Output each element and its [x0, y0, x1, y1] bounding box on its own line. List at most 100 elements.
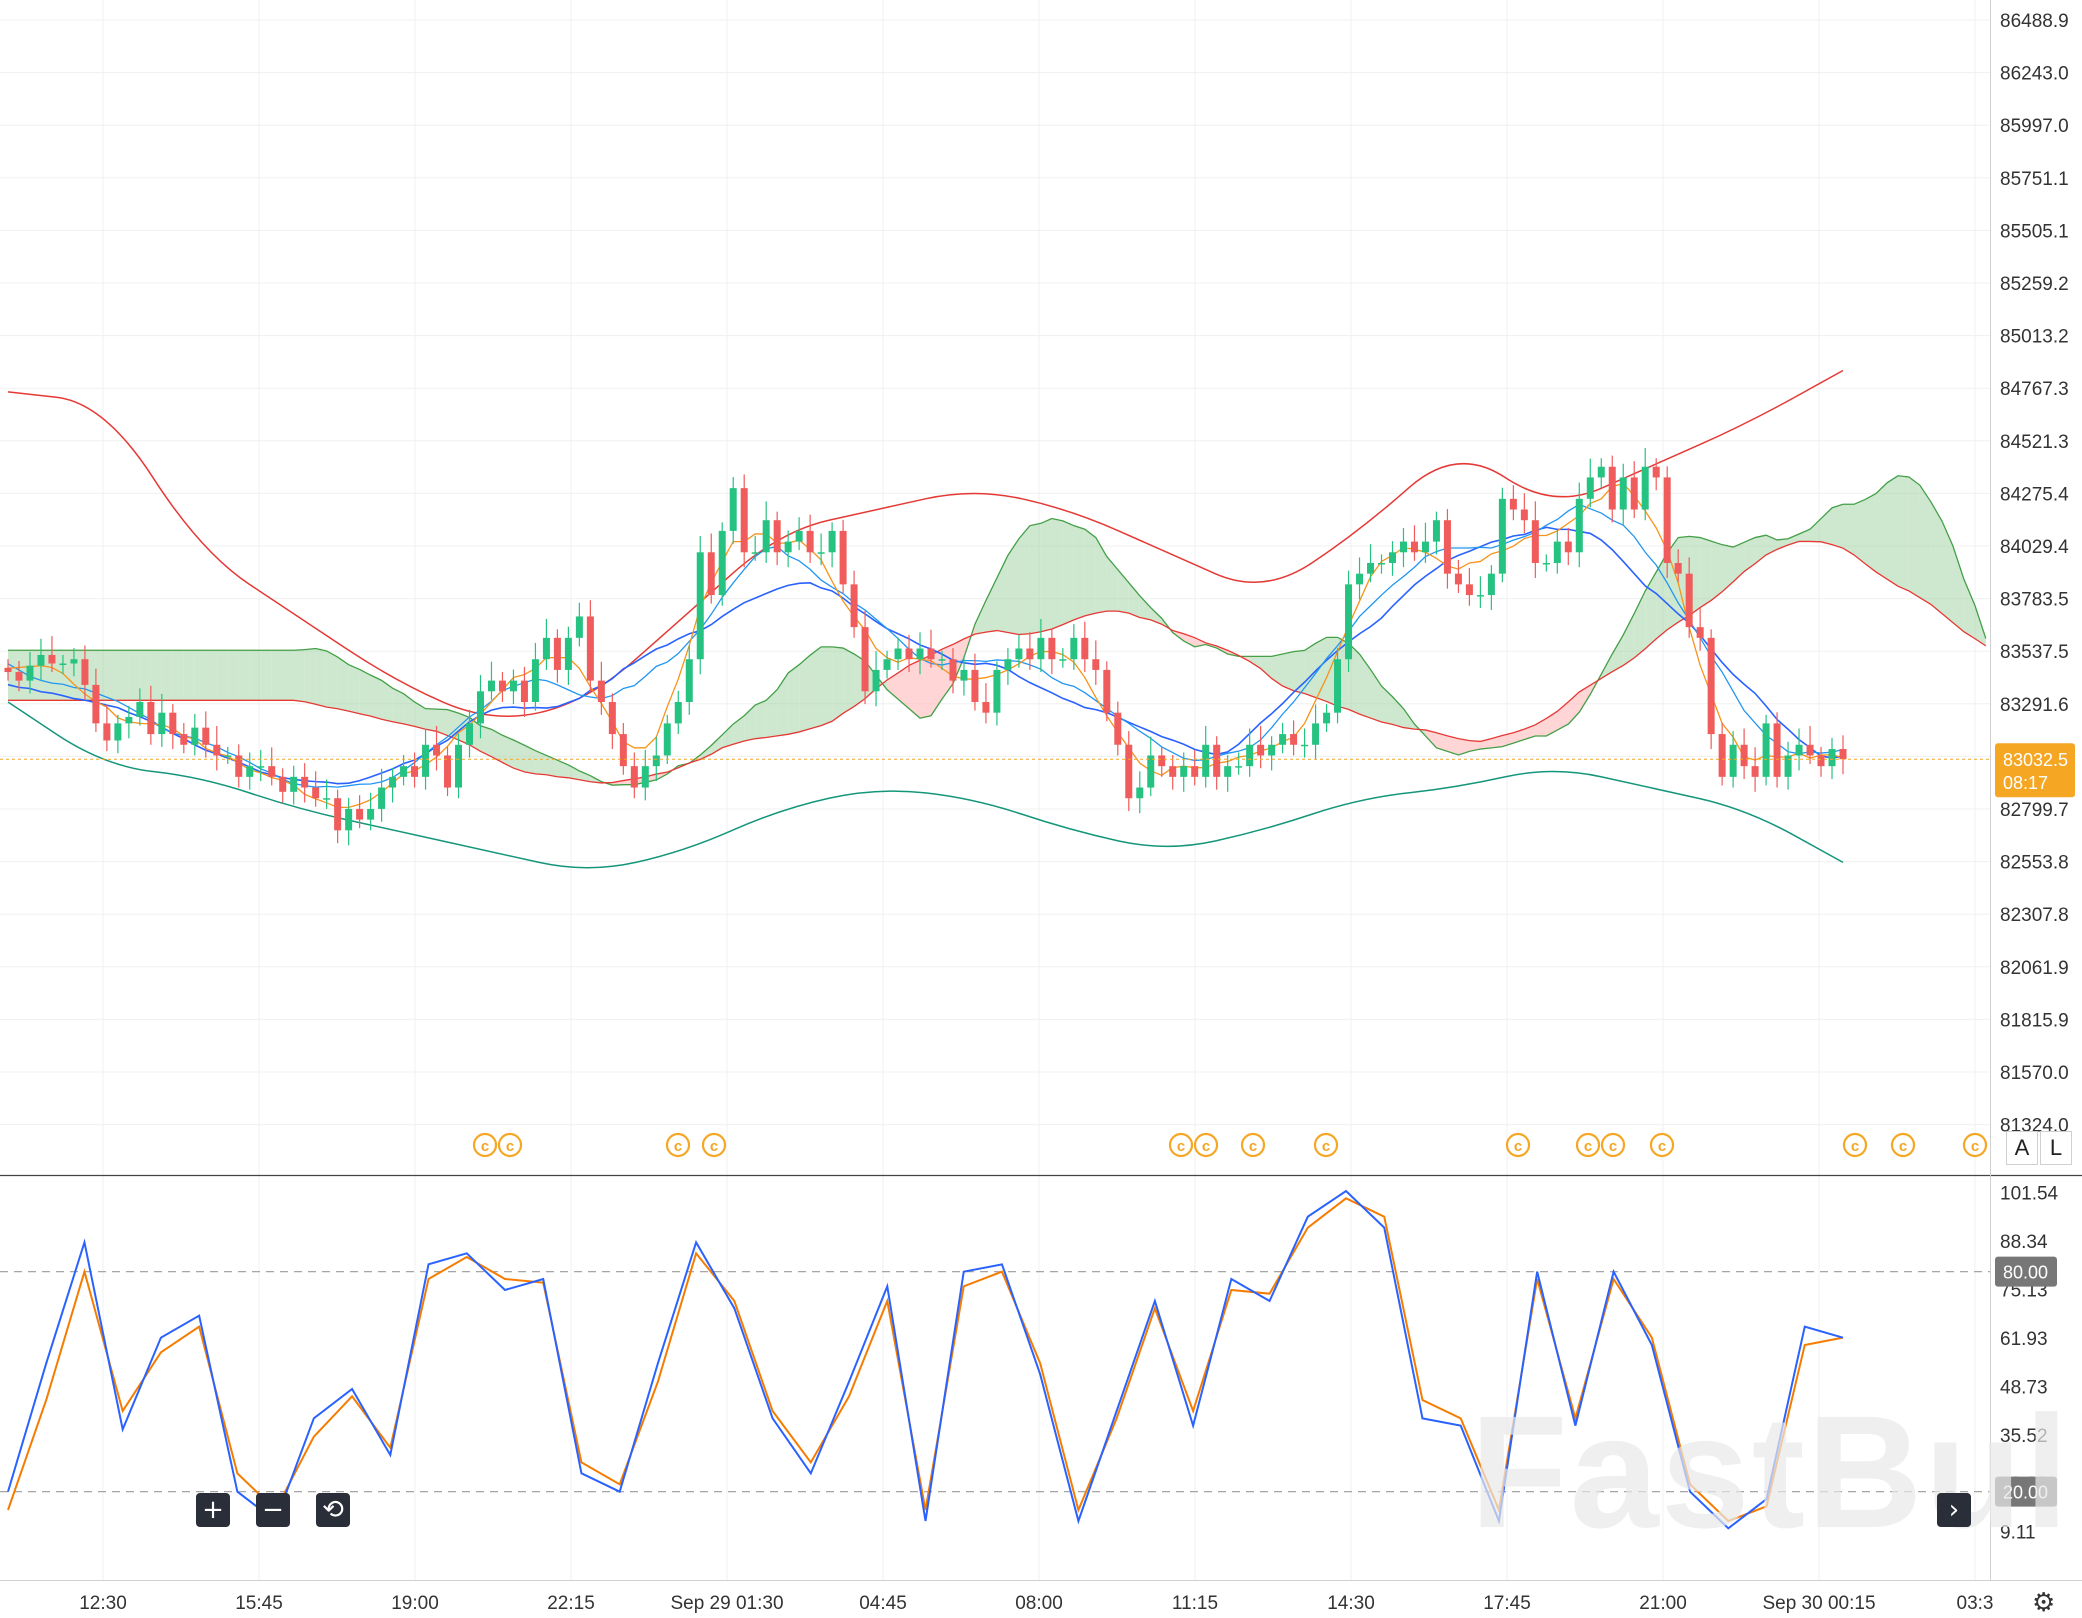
- price-tick-label: 85751.1: [2000, 169, 2069, 190]
- event-marker-icon: [1842, 1132, 1868, 1158]
- candle-body: [114, 723, 122, 741]
- candle-body: [1696, 627, 1704, 638]
- candle-body: [312, 787, 320, 799]
- cloud-segment: [1491, 735, 1503, 748]
- countdown-timer: 08:17: [2003, 773, 2048, 793]
- cloud-segment: [996, 555, 1008, 633]
- cloud-segment: [1359, 653, 1371, 719]
- cloud-segment: [1271, 653, 1283, 686]
- candle-body: [520, 680, 528, 702]
- candle-body: [839, 530, 847, 585]
- candle-body: [1268, 744, 1276, 756]
- stoch-band-badge: [1995, 1256, 2057, 1287]
- candle-body: [652, 755, 660, 767]
- cloud-segment: [1952, 545, 1964, 632]
- cloud-segment: [557, 760, 569, 778]
- candle-body: [1004, 659, 1012, 670]
- price-tick-label: 81815.9: [2000, 1010, 2069, 1031]
- cloud-segment: [216, 650, 228, 701]
- stochastic-pane: 101.5488.3475.1361.9348.7335.5222.329.11…: [0, 1184, 2059, 1544]
- candlestick-series: [4, 447, 1847, 846]
- candle-body: [1312, 723, 1320, 745]
- candle-body: [509, 680, 517, 692]
- cloud-segment: [1502, 732, 1514, 747]
- candle-body: [487, 680, 495, 692]
- time-tick-label: 03:3: [1957, 1593, 1994, 1614]
- event-marker-icon: [497, 1132, 523, 1158]
- candle-body: [1421, 541, 1429, 553]
- event-marker-icon: [1649, 1132, 1675, 1158]
- candle-body: [1059, 659, 1067, 661]
- cloud-segment: [568, 764, 580, 780]
- candle-body: [1092, 659, 1100, 670]
- candle-body: [1487, 573, 1495, 596]
- cloud-segment: [1810, 518, 1822, 542]
- candle-body: [1202, 744, 1210, 777]
- candle-body: [1399, 541, 1407, 553]
- candle-body: [696, 552, 704, 660]
- candle-body: [1520, 509, 1528, 521]
- candle-body: [927, 648, 935, 660]
- price-tick-label: 82799.7: [2000, 800, 2069, 821]
- cloud-segment: [733, 715, 745, 745]
- candle-body: [455, 744, 463, 788]
- cloud-segment: [1381, 686, 1393, 725]
- cloud-segment: [392, 688, 404, 724]
- candle-body: [553, 637, 561, 670]
- cloud-segment: [1777, 538, 1789, 550]
- reset-view-button[interactable]: ⟲: [316, 1493, 350, 1527]
- candle-body: [1795, 744, 1803, 756]
- stoch-band-value: 80.00: [2003, 1263, 2048, 1283]
- event-marker-glyph: c: [1971, 1138, 1979, 1155]
- candle-body: [1246, 744, 1254, 767]
- cloud-segment: [788, 664, 800, 735]
- gear-icon[interactable]: ⚙: [2032, 1588, 2056, 1618]
- candle-body: [1037, 637, 1045, 660]
- cloud-segment: [1864, 493, 1876, 572]
- cloud-segment: [744, 705, 756, 742]
- event-marker-icon: [1575, 1132, 1601, 1158]
- cloud-segment: [1766, 535, 1778, 555]
- ichimoku-cloud: [8, 475, 1987, 786]
- candle-body: [125, 716, 133, 724]
- cloud-segment: [711, 734, 723, 755]
- auto-scale-button[interactable]: A: [2006, 1131, 2038, 1165]
- candle-body: [1652, 466, 1660, 478]
- candle-body: [37, 654, 45, 666]
- event-marker-icon: [665, 1132, 691, 1158]
- cloud-segment: [1623, 613, 1635, 666]
- event-marker-glyph: c: [1249, 1138, 1257, 1155]
- event-marker-icon: [1193, 1132, 1219, 1158]
- event-marker-icon: [701, 1132, 727, 1158]
- zoom-out-button[interactable]: −: [256, 1493, 290, 1527]
- cloud-segment: [480, 725, 492, 757]
- candle-body: [619, 734, 627, 767]
- current-price-value: 83032.5: [2003, 750, 2068, 770]
- cloud-segment: [1941, 520, 1953, 623]
- candle-body: [378, 787, 386, 809]
- cloud-segment: [1348, 643, 1360, 715]
- candle-body: [1015, 648, 1023, 660]
- candle-body: [191, 727, 199, 745]
- candle-body: [674, 701, 682, 724]
- event-marker-glyph: c: [1851, 1138, 1859, 1155]
- candle-body: [729, 488, 737, 531]
- candle-body: [982, 701, 990, 713]
- scroll-right-button[interactable]: ›: [1937, 1493, 1971, 1527]
- cloud-segment: [1853, 499, 1865, 564]
- event-marker-glyph: c: [1584, 1138, 1592, 1155]
- candle-body: [575, 616, 583, 638]
- log-scale-button[interactable]: L: [2040, 1131, 2072, 1165]
- watermark-logo: FastBull: [1470, 1382, 2082, 1561]
- candle-body: [476, 691, 484, 724]
- candle-body: [1597, 466, 1605, 478]
- candle-body: [707, 552, 715, 596]
- time-tick-label: 22:15: [547, 1593, 595, 1614]
- zoom-in-button[interactable]: +: [196, 1493, 230, 1527]
- cloud-segment: [1084, 529, 1096, 616]
- candle-body: [773, 520, 781, 553]
- candle-body: [1180, 766, 1188, 777]
- candle-body: [224, 755, 232, 757]
